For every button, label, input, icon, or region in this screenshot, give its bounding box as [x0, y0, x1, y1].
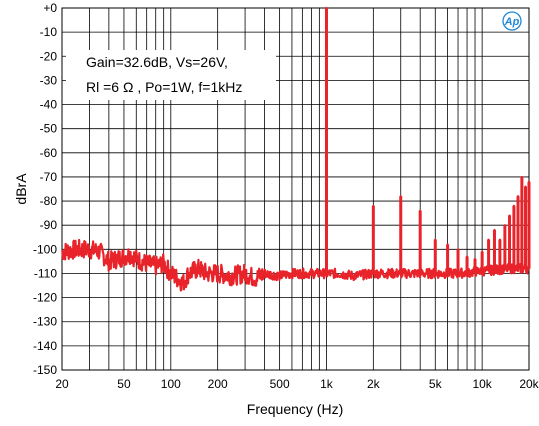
y-tick-label: -50 — [40, 122, 58, 136]
x-tick-label: 1k — [320, 377, 334, 391]
y-tick-label: +0 — [43, 1, 57, 15]
spectrum-trace — [60, 6, 531, 292]
y-tick-label: -130 — [33, 315, 57, 329]
x-tick-label: 200 — [208, 377, 228, 391]
y-tick-label: -150 — [33, 363, 57, 377]
y-tick-label: -120 — [33, 291, 57, 305]
y-tick-label: -70 — [40, 170, 58, 184]
x-tick-label: 2k — [367, 377, 381, 391]
y-tick-label: -100 — [33, 242, 57, 256]
x-tick-label: 100 — [161, 377, 181, 391]
audio-precision-logo: Ap — [502, 11, 522, 31]
x-tick-label: 20k — [519, 377, 539, 391]
y-tick-label: -80 — [40, 194, 58, 208]
spectrum-series-line — [60, 6, 531, 292]
y-tick-label: -60 — [40, 146, 58, 160]
y-tick-label: -30 — [40, 73, 58, 87]
x-tick-label: 20 — [55, 377, 69, 391]
annotation-line-2: Rl =6 Ω , Po=1W, f=1kHz — [86, 79, 242, 95]
y-tick-label: -40 — [40, 98, 58, 112]
annotation-line-1: Gain=32.6dB, Vs=26V, — [86, 54, 228, 70]
x-tick-labels: 20 50 100 200 500 1k 2k 5k 10k 20k — [55, 377, 539, 391]
logo-circle — [502, 11, 522, 31]
y-axis-label: dBrA — [13, 173, 29, 205]
x-tick-label: 5k — [429, 377, 443, 391]
y-tick-label: -110 — [34, 266, 57, 280]
x-tick-label: 500 — [270, 377, 290, 391]
annotation-box — [66, 50, 276, 100]
x-tick-label: 50 — [117, 377, 131, 391]
y-tick-labels: +0 -10 -20 -30 -40 -50 -60 -70 -80 -90 -100 -110 -12… — [33, 1, 57, 377]
y-tick-label: -140 — [33, 339, 57, 353]
x-axis-label: Frequency (Hz) — [247, 401, 343, 417]
y-tick-label: -20 — [40, 49, 58, 63]
y-tick-label: -90 — [40, 218, 58, 232]
y-tick-label: -10 — [40, 25, 58, 39]
x-tick-label: 10k — [472, 377, 492, 391]
logo-glyph: Ap — [504, 16, 520, 28]
